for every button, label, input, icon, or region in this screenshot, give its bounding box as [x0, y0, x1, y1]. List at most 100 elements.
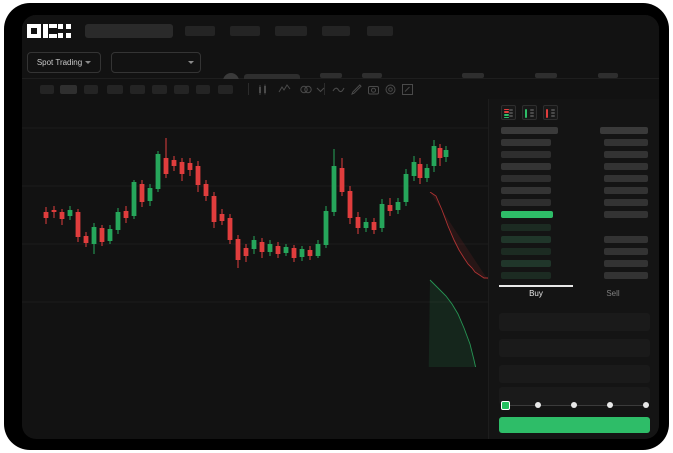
orderbook-bid-row[interactable]	[501, 236, 551, 243]
timeframe-15m[interactable]	[84, 85, 98, 94]
nav-item-5[interactable]	[367, 26, 393, 36]
candle	[155, 151, 161, 192]
tab-buy[interactable]: Buy	[529, 289, 543, 298]
candle	[123, 206, 129, 223]
candle	[387, 198, 393, 216]
slider-node-75[interactable]	[607, 402, 613, 408]
fullscreen-icon[interactable]	[401, 83, 414, 96]
candle	[243, 244, 249, 262]
line-chart-icon[interactable]	[332, 83, 345, 96]
orderbook-bid-row[interactable]	[501, 224, 551, 231]
candle	[347, 186, 353, 224]
orderbook-mode-bids-icon[interactable]	[522, 105, 537, 120]
buy-sell-tabs: Buy Sell	[499, 285, 650, 307]
pencil-icon[interactable]	[350, 83, 363, 96]
stat-low-label	[462, 73, 484, 78]
orderbook-amount-cell	[604, 151, 648, 158]
candle	[99, 225, 105, 246]
slider-node-100[interactable]	[643, 402, 649, 408]
logo-glyph-k	[42, 24, 57, 38]
volume-chart	[22, 367, 488, 427]
tab-sell[interactable]: Sell	[606, 289, 620, 298]
candle	[424, 164, 430, 182]
timeframe-more[interactable]	[218, 85, 233, 94]
orderbook-mode-both-icon[interactable]	[501, 105, 516, 120]
orderbook-amount-cell	[604, 236, 648, 243]
candle	[371, 218, 377, 234]
candle	[171, 156, 177, 171]
candle	[259, 238, 265, 258]
orderbook-column-header-price	[501, 127, 558, 134]
stat-change-label	[320, 73, 342, 78]
toolbar-divider	[324, 83, 325, 95]
main-content: Buy Sell	[22, 99, 659, 439]
timeframe-1h[interactable]	[130, 85, 145, 94]
total-field[interactable]	[499, 387, 650, 405]
slider-node-50[interactable]	[571, 402, 577, 408]
orderbook-mode-asks-icon[interactable]	[543, 105, 558, 120]
candlestick-type-icon[interactable]	[257, 83, 270, 96]
candle	[147, 184, 153, 206]
nav-item-4[interactable]	[322, 26, 350, 36]
orderbook-bid-row[interactable]	[501, 272, 551, 279]
nav-item-2[interactable]	[230, 26, 260, 36]
trading-pair-select[interactable]	[111, 52, 201, 73]
candle	[195, 161, 201, 192]
logo-glyph-o	[27, 24, 41, 38]
candle	[437, 144, 443, 166]
candle	[163, 138, 169, 178]
nav-item-3[interactable]	[275, 26, 307, 36]
search-input[interactable]	[85, 24, 173, 38]
trading-mode-select[interactable]: Spot Trading	[27, 52, 101, 73]
price-field[interactable]	[499, 339, 650, 357]
chevron-down-icon[interactable]	[314, 83, 327, 96]
slider-node-0[interactable]	[501, 400, 510, 410]
orderbook-ask-row[interactable]	[501, 139, 551, 146]
candle	[431, 140, 437, 172]
candle	[251, 236, 257, 254]
candle	[411, 156, 417, 181]
nav-item-1[interactable]	[185, 26, 215, 36]
timeframe-4h[interactable]	[152, 85, 167, 94]
candle	[443, 146, 449, 162]
candle	[91, 223, 97, 254]
orderbook-ask-row[interactable]	[501, 199, 551, 206]
timeframe-1w[interactable]	[196, 85, 210, 94]
amount-field[interactable]	[499, 365, 650, 383]
candlestick-chart[interactable]	[22, 99, 488, 379]
candle	[59, 209, 65, 225]
timeframe-30m[interactable]	[107, 85, 123, 94]
top-navigation-bar	[22, 15, 659, 47]
candle	[235, 235, 241, 268]
candle	[43, 207, 49, 224]
orderbook-ask-row[interactable]	[501, 151, 551, 158]
orderbook-ask-row[interactable]	[501, 187, 551, 194]
candle	[219, 209, 225, 225]
indicator-icon[interactable]	[278, 83, 291, 96]
orderbook-last-price-row[interactable]	[501, 211, 553, 218]
orderbook-bid-row[interactable]	[501, 248, 551, 255]
candle	[307, 246, 313, 260]
place-buy-order-button[interactable]	[499, 417, 650, 433]
candle	[211, 192, 217, 228]
timeframe-1d[interactable]	[174, 85, 189, 94]
settings-gear-icon[interactable]	[384, 83, 397, 96]
timeframe-1m[interactable]	[40, 85, 54, 94]
compare-icon[interactable]	[299, 83, 312, 96]
candle	[283, 244, 289, 256]
chart-toolbar	[22, 79, 659, 99]
orderbook-bid-row[interactable]	[501, 260, 551, 267]
candle	[131, 180, 137, 219]
orderbook-ask-row[interactable]	[501, 163, 551, 170]
order-type-field[interactable]	[499, 313, 650, 331]
chevron-down-icon	[85, 61, 92, 64]
okx-logo[interactable]	[27, 24, 72, 38]
orderbook-ask-row[interactable]	[501, 175, 551, 182]
camera-icon[interactable]	[367, 83, 380, 96]
slider-node-25[interactable]	[535, 402, 541, 408]
candle	[403, 169, 409, 206]
timeframe-5m[interactable]	[60, 85, 77, 94]
candle	[75, 209, 81, 242]
candle	[67, 206, 73, 220]
